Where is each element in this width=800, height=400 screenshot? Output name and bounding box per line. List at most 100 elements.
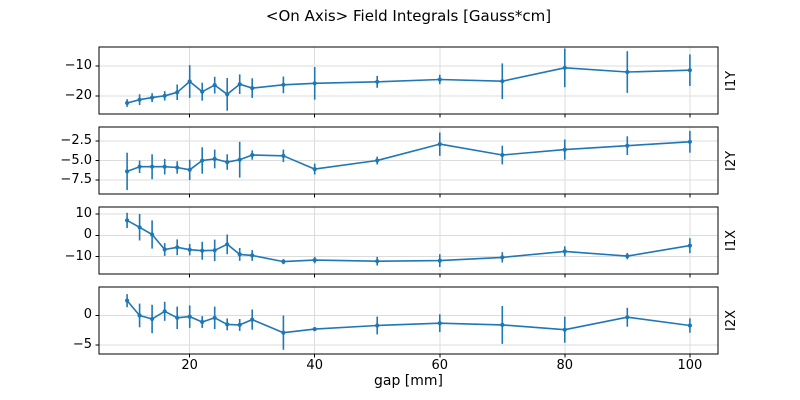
chart-title: <On Axis> Field Integrals [Gauss*cm] — [265, 7, 552, 25]
data-point — [212, 315, 217, 320]
data-point — [150, 164, 155, 169]
y-tick-label: 0 — [83, 227, 92, 243]
data-point — [187, 79, 192, 84]
data-point — [437, 142, 442, 147]
data-point — [200, 89, 205, 94]
data-point — [500, 152, 505, 158]
right-axis-label-I2Y: I2Y — [724, 150, 739, 171]
subplot-I2Y — [95, 126, 719, 198]
y-tick-label: −7.5 — [60, 171, 92, 187]
subplot-I1X — [95, 206, 719, 278]
data-point — [625, 315, 630, 320]
data-point — [162, 93, 167, 98]
subplot-I1Y — [95, 46, 719, 118]
x-tick-label: 100 — [677, 358, 703, 373]
y-tick-label: −5 — [72, 337, 92, 353]
y-tick-label: 10 — [75, 206, 92, 222]
axes-box — [98, 46, 719, 115]
data-point — [137, 225, 142, 230]
data-line — [126, 141, 691, 173]
right-axis-label-I1Y: I1Y — [724, 70, 739, 91]
data-point — [250, 152, 255, 158]
data-point — [125, 218, 130, 223]
data-line — [126, 299, 691, 334]
data-point — [250, 317, 255, 322]
data-point — [212, 248, 217, 253]
data-point — [281, 153, 286, 158]
data-point — [437, 258, 442, 263]
x-tick-label: 60 — [431, 358, 449, 373]
y-tick-label: −10 — [64, 248, 92, 264]
data-point — [225, 92, 230, 97]
data-point — [225, 322, 230, 327]
x-tick-label: 80 — [556, 358, 574, 373]
data-point — [150, 232, 155, 237]
y-tick-label: 0 — [83, 307, 92, 323]
data-point — [625, 69, 630, 75]
data-point — [375, 323, 380, 328]
data-point — [237, 322, 242, 327]
data-point — [175, 315, 180, 320]
data-point — [562, 65, 567, 70]
data-point — [687, 323, 693, 328]
data-point — [162, 247, 167, 252]
data-point — [125, 298, 130, 303]
y-tick-label: −20 — [64, 87, 92, 103]
data-point — [687, 68, 693, 73]
data-point — [281, 82, 286, 87]
data-point — [175, 90, 180, 95]
x-tick-label: 40 — [306, 358, 323, 373]
data-point — [187, 167, 192, 172]
data-point — [625, 143, 630, 148]
data-point — [562, 147, 567, 152]
data-point — [375, 259, 380, 264]
data-point — [200, 319, 205, 325]
data-point — [687, 139, 693, 144]
x-axis-label: gap [mm] — [373, 373, 443, 389]
y-tick-label: −10 — [64, 58, 92, 74]
data-point — [162, 164, 167, 169]
data-point — [175, 245, 180, 250]
data-point — [212, 156, 217, 161]
data-point — [281, 330, 286, 335]
data-point — [375, 158, 380, 163]
right-axis-label-I1X: I1X — [724, 230, 739, 252]
data-point — [500, 255, 505, 260]
data-line — [126, 66, 691, 104]
data-point — [137, 164, 142, 169]
data-point — [137, 313, 142, 318]
data-point — [225, 160, 230, 165]
data-point — [562, 327, 567, 332]
data-point — [437, 321, 442, 326]
x-tick-label: 20 — [181, 358, 198, 373]
y-tick-label: −2.5 — [60, 133, 92, 149]
data-point — [500, 79, 505, 84]
data-point — [437, 77, 442, 82]
data-point — [212, 83, 217, 88]
subplot-I2X — [95, 286, 719, 358]
y-tick-label: −5.0 — [60, 152, 92, 168]
data-point — [200, 158, 205, 163]
data-point — [175, 165, 180, 170]
data-point — [137, 97, 142, 102]
data-point — [237, 157, 242, 162]
data-point — [312, 167, 317, 172]
axes-box — [98, 286, 719, 355]
right-axis-label-I2X: I2X — [724, 310, 739, 332]
data-point — [625, 254, 630, 259]
data-point — [150, 316, 155, 322]
data-point — [687, 243, 693, 248]
data-point — [250, 253, 255, 258]
data-line — [126, 219, 691, 263]
data-point — [125, 100, 130, 106]
data-point — [312, 327, 317, 332]
data-point — [562, 249, 567, 254]
data-point — [150, 95, 155, 100]
data-point — [187, 314, 192, 319]
axes-box — [98, 206, 719, 275]
data-point — [250, 86, 255, 91]
data-point — [125, 169, 130, 174]
data-point — [200, 248, 205, 253]
data-point — [225, 242, 230, 247]
